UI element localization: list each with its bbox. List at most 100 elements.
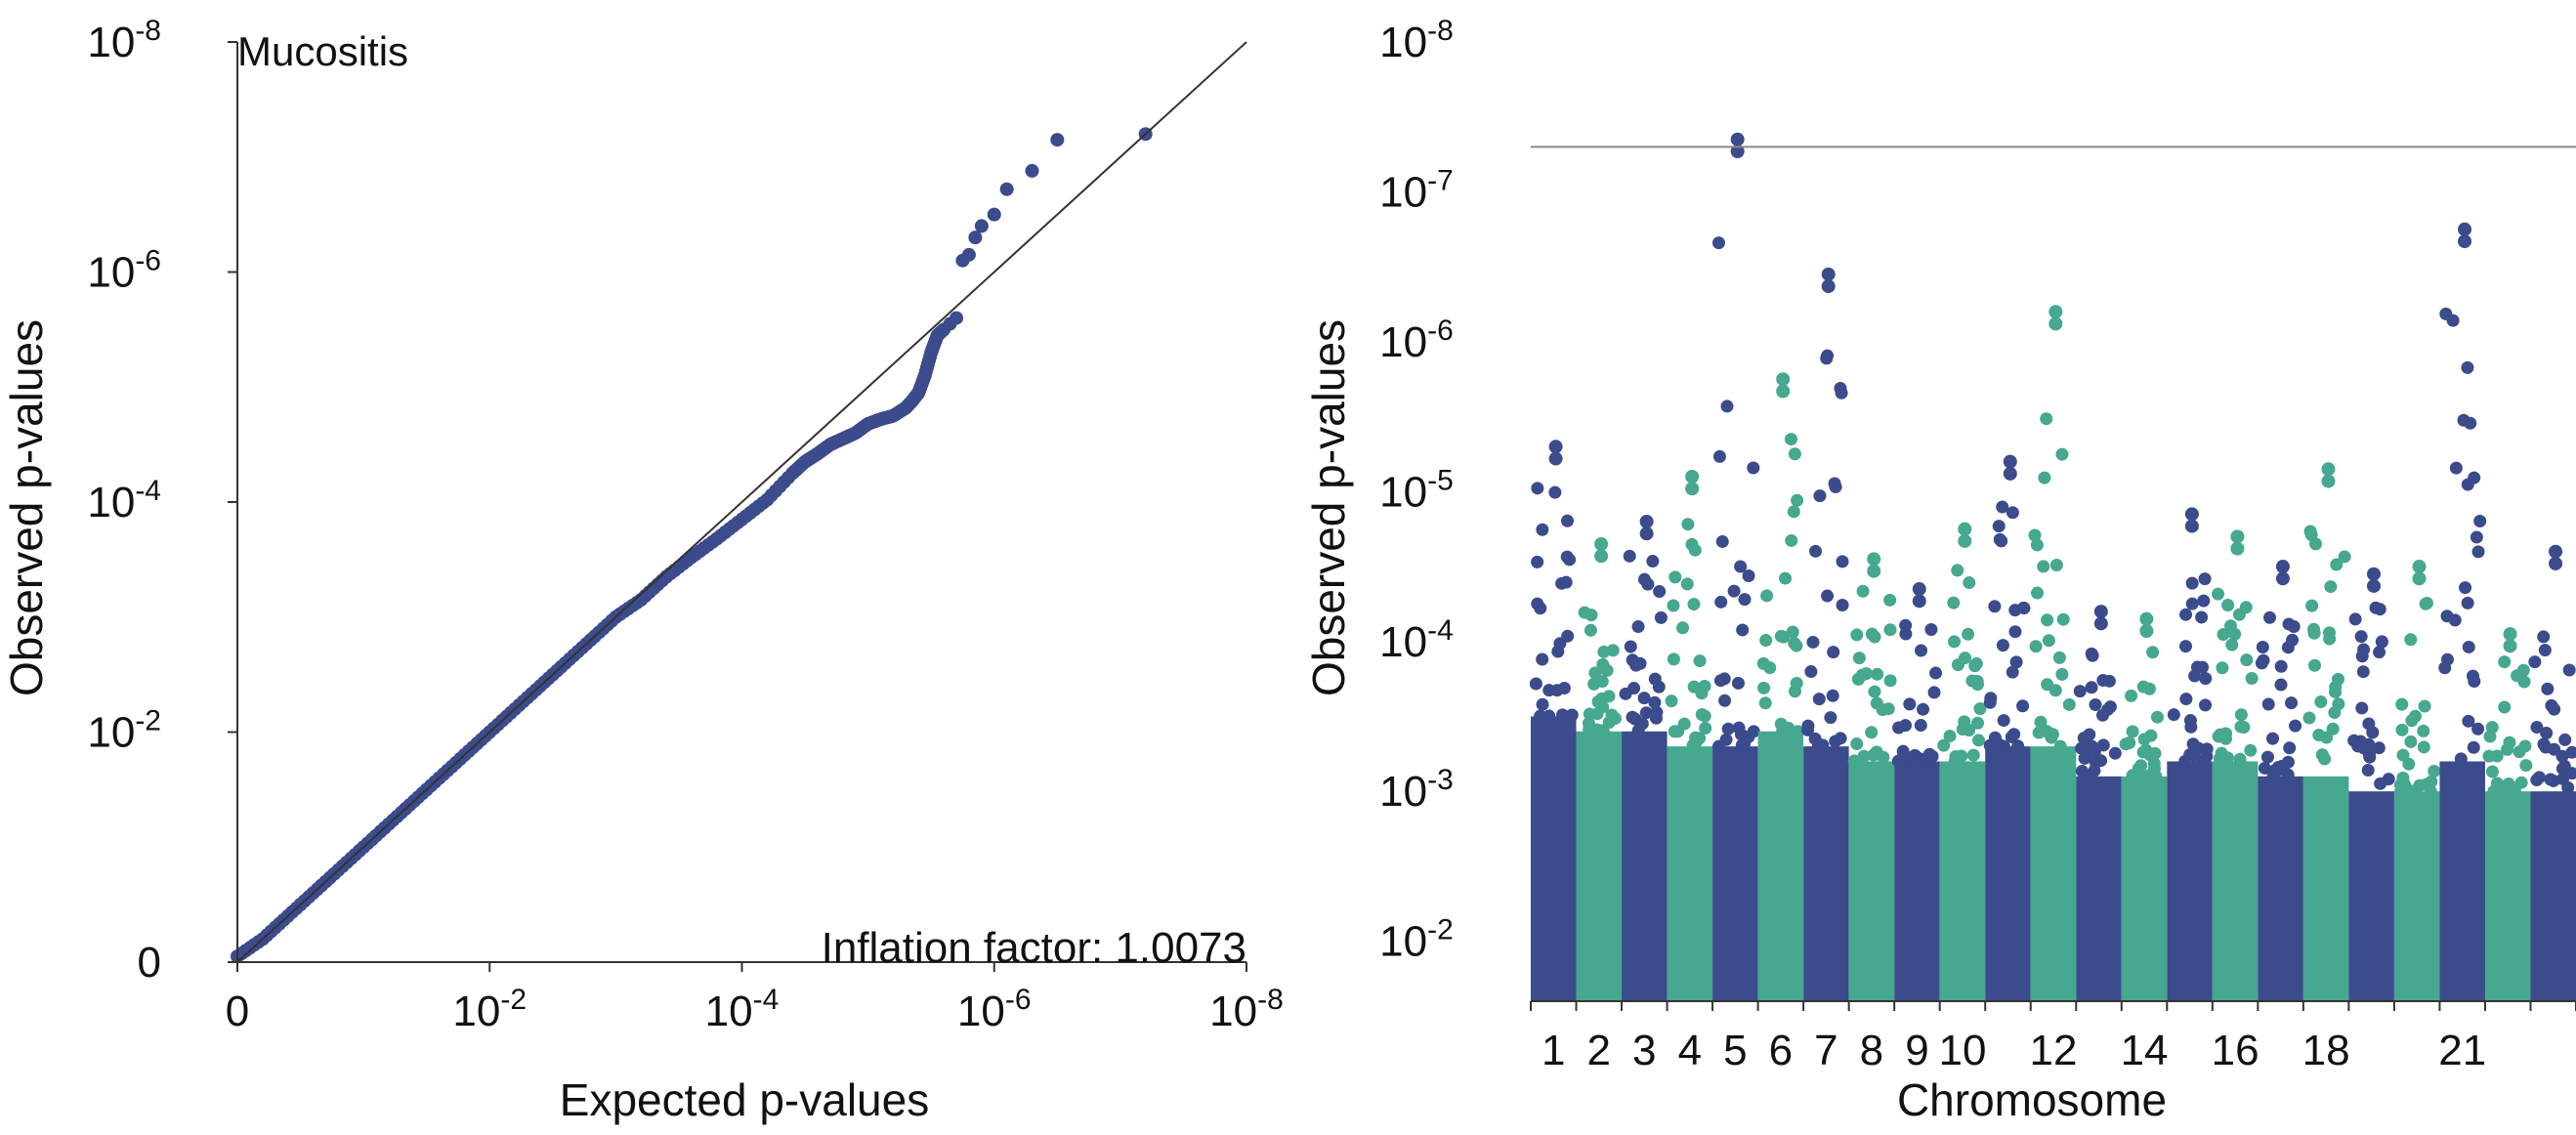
snp-point [2192,741,2206,755]
snp-point [2125,689,2138,702]
snp-point [1680,577,1694,591]
snp-peak-point [2230,529,2245,544]
snp-point [1834,382,1847,396]
snp-point [2216,661,2229,675]
snp-point [1536,652,1549,666]
snp-point [2557,759,2571,773]
snp-point [1943,730,1957,743]
snp-point [2008,625,2022,639]
qq-y-tick-label-exponent: -8 [135,15,161,47]
qq-point [1025,163,1039,178]
snp-point [2372,741,2386,755]
snp-point [1827,646,1840,659]
snp-point [2031,586,2045,600]
snp-point [2041,613,2054,627]
qq-reference-line [236,41,1247,963]
snp-point [2285,696,2299,710]
snp-point [2281,641,2295,654]
snp-point [2329,680,2343,694]
snp-point [2283,741,2297,755]
snp-point [1899,627,1913,641]
snp-peak-point [1594,549,1609,564]
snp-point [2167,708,2180,722]
snp-point [2318,752,2332,766]
manhattan-y-tick-label-base: 10 [1379,318,1427,366]
chromosome-label: 9 [1905,1027,1928,1074]
qq-point [974,219,989,233]
snp-point [1791,725,1804,738]
chromosome-bulk-column [2167,761,2213,1001]
snp-point [1836,555,1849,568]
qq-x-tick-label: 10-8 [1209,984,1284,1035]
snp-point [2395,723,2409,736]
qq-point [961,247,976,262]
snp-point [1542,684,1556,697]
qq-y-tick-label: 10-6 [87,245,161,297]
snp-point [2471,722,2485,736]
chromosome-bulk-column [1803,746,1849,1001]
manhattan-y-tick-label-base: 10 [1379,168,1427,216]
snp-point [1681,518,1695,531]
snp-point [2198,572,2212,586]
snp-point [2498,655,2512,669]
snp-point [1996,639,2009,652]
snp-point [1904,752,1918,766]
snp-peak-point [1594,537,1609,552]
snp-point [1591,694,1605,708]
snp-peak-point [2184,519,2199,533]
snp-peak-point [2093,605,2108,619]
chromosome-label: 7 [1814,1027,1837,1074]
snp-point [2562,663,2576,677]
chromosome-label: 10 [1938,1027,1986,1074]
chromosome-bulk-column [1622,731,1668,1001]
snp-point [1791,493,1804,507]
snp-point [1654,610,1668,624]
snp-point [1637,692,1651,705]
snp-peak-point [1730,132,1745,147]
qq-x-tick-label-base: 10 [1209,988,1257,1035]
chromosome-bulk-column [1985,746,2031,1001]
snp-peak-point [2093,616,2108,631]
snp-point [1536,697,1549,711]
snp-point [2261,697,2275,711]
snp-point [2417,724,2430,737]
snp-peak-point [2412,560,2427,574]
snp-point [2558,733,2572,746]
qq-x-tick-label: 0 [226,988,249,1035]
manhattan-y-tick-label-base: 10 [1379,19,1427,66]
manhattan-y-tick-label-exponent: -7 [1427,164,1454,196]
chromosome-label: 14 [2121,1027,2169,1074]
snp-peak-point [1776,372,1791,387]
snp-point [1595,724,1609,737]
chromosome-bulk-column [1939,761,1986,1001]
qq-y-tick-label-base: 10 [87,19,135,66]
snp-peak-point [1639,526,1654,541]
snp-point [1529,677,1542,691]
snp-point [1790,676,1803,690]
snp-point [2468,471,2481,484]
snp-point [2544,773,2557,786]
chromosome-bulk-column [1712,746,1758,1001]
snp-point [1992,520,2006,533]
snp-point [2216,753,2229,767]
chromosome-label: 3 [1632,1027,1656,1074]
snp-point [1695,687,1709,700]
qq-x-tick-label: 10-2 [452,984,527,1035]
snp-point [1774,717,1788,731]
snp-point [2011,739,2025,753]
snp-peak-point [2458,222,2472,236]
manhattan-y-tick-label: 10-3 [1379,764,1454,816]
snp-point [2517,675,2531,689]
snp-point [1713,674,1727,688]
snp-point [1806,635,1820,649]
snp-point [1847,754,1861,768]
snp-point [2483,730,2497,743]
snp-point [1758,696,1772,710]
snp-point [1929,666,1943,680]
qq-x-tick-label-exponent: -8 [1257,984,1284,1016]
snp-point [2199,698,2213,712]
snp-point [1720,399,1734,413]
snp-point [2357,643,2371,656]
snp-point [2461,360,2474,374]
snp-peak-point [1958,522,1972,536]
